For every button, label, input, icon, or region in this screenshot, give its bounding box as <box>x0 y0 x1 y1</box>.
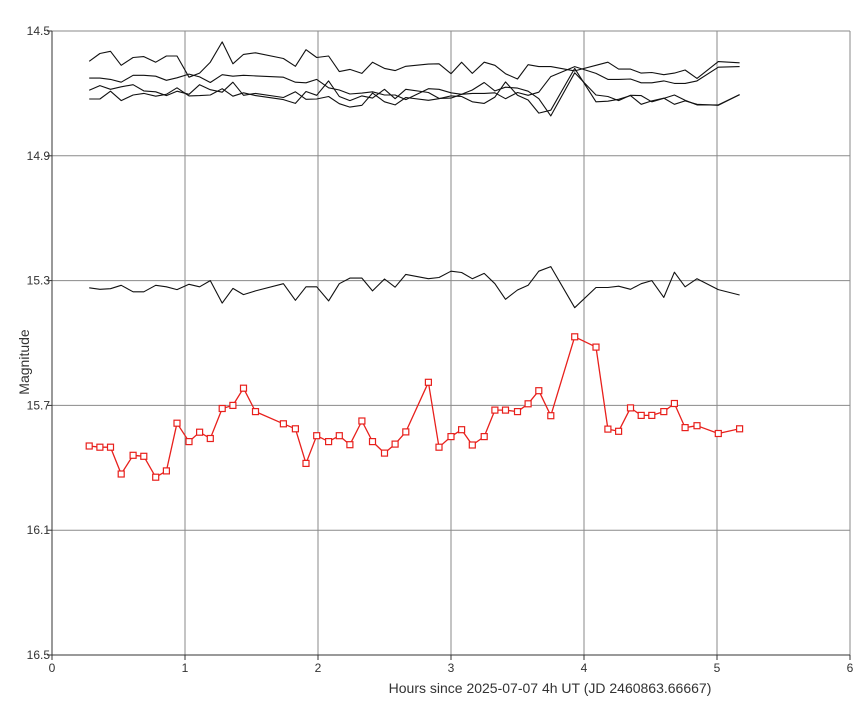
target-data-point <box>185 438 193 446</box>
axes <box>47 30 851 660</box>
target-data-point <box>313 432 321 440</box>
target-data-point <box>279 420 287 428</box>
target-data-point <box>391 440 399 448</box>
y-tick-label: 15.3 <box>27 274 51 288</box>
target-data-point <box>173 419 181 427</box>
target-data-point <box>524 400 532 408</box>
target-data-point <box>491 406 499 414</box>
target-data-point <box>660 408 668 416</box>
x-tick-label: 5 <box>714 661 721 675</box>
target-data-point <box>592 343 600 351</box>
target-data-point <box>117 470 125 478</box>
target-data-point <box>106 443 115 451</box>
target-data-point <box>152 473 160 481</box>
target-data-point <box>480 433 488 441</box>
target-data-point <box>85 442 93 450</box>
target-data-point <box>424 378 432 386</box>
target-data-point <box>468 441 476 449</box>
x-tick-label: 0 <box>49 661 56 675</box>
y-tick-label: 16.5 <box>27 648 51 662</box>
target-data-point <box>206 434 214 443</box>
y-tick-label: 15.7 <box>27 398 51 412</box>
target-data-point <box>129 451 137 459</box>
target-data-point <box>571 333 579 341</box>
target-data-point <box>402 428 410 436</box>
target-data-point <box>96 443 104 451</box>
target-data-point <box>229 401 237 409</box>
target-data-point <box>714 429 722 438</box>
target-data-point <box>140 452 148 460</box>
target-data-point <box>513 408 522 416</box>
target-data-point <box>501 406 510 414</box>
x-tick-label: 3 <box>448 661 455 675</box>
target-data-point <box>535 387 543 395</box>
target-data-point <box>346 441 354 449</box>
comparison-series-line-5 <box>89 266 740 309</box>
target-data-point <box>380 449 389 457</box>
target-data-point <box>302 459 310 467</box>
target-data-point <box>604 425 612 433</box>
tick-labels: 0 1 2 3 4 5 6 14.5 14.9 15.3 15.7 16.1 16.5 <box>27 24 854 675</box>
comparison-series-line-2 <box>89 66 740 101</box>
target-data-point <box>648 411 656 419</box>
comparison-series-line-4 <box>89 72 740 117</box>
data-series <box>85 41 744 481</box>
target-data-point <box>251 408 260 416</box>
x-tick-label: 1 <box>182 661 189 675</box>
y-tick-label: 16.1 <box>27 523 51 537</box>
target-data-point <box>196 428 204 436</box>
target-data-point <box>358 417 366 425</box>
y-tick-label: 14.5 <box>27 24 51 38</box>
target-data-point <box>368 438 377 446</box>
y-tick-label: 14.9 <box>27 149 51 163</box>
target-data-point <box>447 433 455 441</box>
y-axis-label: Magnitude <box>16 329 32 395</box>
target-data-point <box>335 432 343 440</box>
target-data-point <box>735 425 744 433</box>
target-data-point <box>681 424 689 432</box>
target-data-point <box>547 412 555 420</box>
target-data-point <box>637 411 645 419</box>
x-tick-label: 4 <box>581 661 588 675</box>
target-data-point <box>458 426 466 434</box>
target-data-point <box>626 404 635 412</box>
target-data-point <box>435 443 443 451</box>
target-data-point <box>614 427 623 435</box>
target-data-point <box>218 404 226 413</box>
target-data-point <box>325 438 333 446</box>
target-data-point <box>670 399 679 408</box>
x-tick-label: 2 <box>315 661 322 675</box>
target-series-line <box>89 336 740 478</box>
comparison-series-line-1 <box>88 41 740 80</box>
target-data-point <box>291 425 299 433</box>
target-data-point <box>162 467 170 475</box>
grid-lines <box>52 30 851 656</box>
target-data-point <box>239 384 248 392</box>
x-axis-label: Hours since 2025-07-07 4h UT (JD 2460863… <box>389 680 712 696</box>
x-tick-label: 6 <box>847 661 854 675</box>
target-data-point <box>693 422 701 430</box>
